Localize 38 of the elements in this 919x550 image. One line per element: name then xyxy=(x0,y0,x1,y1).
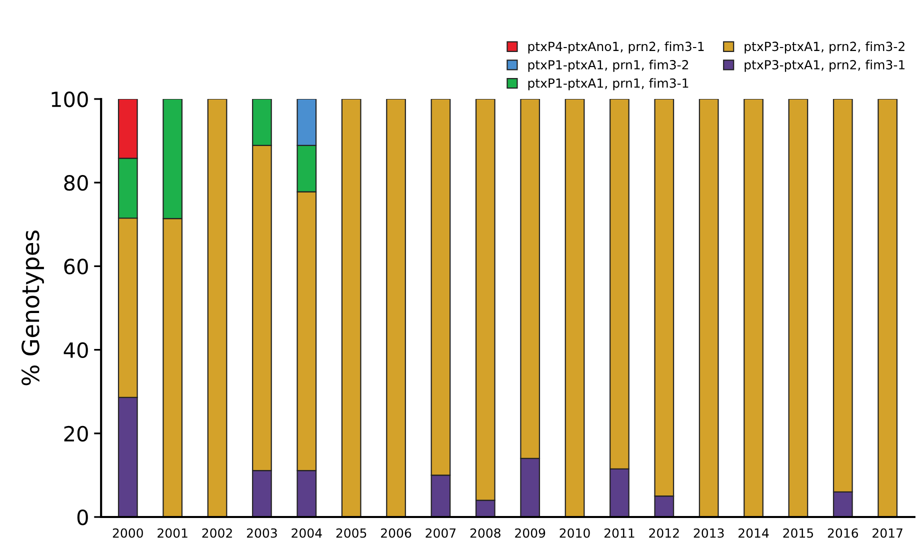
legend-label: ptxP3-ptxA1, prn2, fim3-2 xyxy=(744,41,904,54)
x-tick-label: 2016 xyxy=(828,528,858,538)
x-tick-label: 2002 xyxy=(202,528,232,538)
x-tick-label: 2008 xyxy=(470,528,500,538)
x-tick-label: 2012 xyxy=(649,528,679,538)
bar xyxy=(564,99,585,517)
x-tick-label: 2013 xyxy=(694,528,724,538)
x-tick-label: 2006 xyxy=(381,528,412,538)
x-tick-label: 2000 xyxy=(112,528,143,538)
bar xyxy=(744,99,764,517)
x-tick-label: 2017 xyxy=(872,528,902,538)
bar xyxy=(698,99,719,517)
x-tick-label: 2009 xyxy=(515,528,546,538)
x-tick-label: 2007 xyxy=(426,528,456,538)
legend-label: ptxP4-ptxAno1, prn2, fim3-1 xyxy=(528,41,704,54)
x-tick-label: 2014 xyxy=(738,528,769,538)
y-tick-label: 80 xyxy=(64,175,88,191)
x-tick-label: 2004 xyxy=(292,528,322,538)
x-tick-label: 2003 xyxy=(246,528,277,538)
x-tick-label: 2001 xyxy=(158,528,188,538)
x-tick-label: 2005 xyxy=(336,528,366,538)
y-tick-label: 60 xyxy=(64,258,88,274)
x-tick-label: 2011 xyxy=(604,528,634,538)
bar xyxy=(386,99,406,517)
bar xyxy=(788,99,808,517)
bar xyxy=(207,99,228,517)
y-tick-label: 20 xyxy=(64,426,88,442)
bar xyxy=(878,99,898,517)
x-tick-label: 2015 xyxy=(783,528,814,538)
y-tick-label: 0 xyxy=(77,509,88,526)
x-tick-label: 2010 xyxy=(560,528,590,538)
y-axis-title: % Genotypes xyxy=(22,230,44,386)
y-tick-label: 40 xyxy=(64,342,88,358)
y-tick-label: 100 xyxy=(52,91,88,108)
bar xyxy=(341,99,362,517)
legend-label: ptxP3-ptxA1, prn2, fim3-1 xyxy=(744,60,905,72)
legend-label: ptxP1-ptxA1, prn1, fim3-2 xyxy=(528,60,688,72)
legend-label: ptxP1-ptxA1, prn1, fim3-1 xyxy=(528,78,688,90)
